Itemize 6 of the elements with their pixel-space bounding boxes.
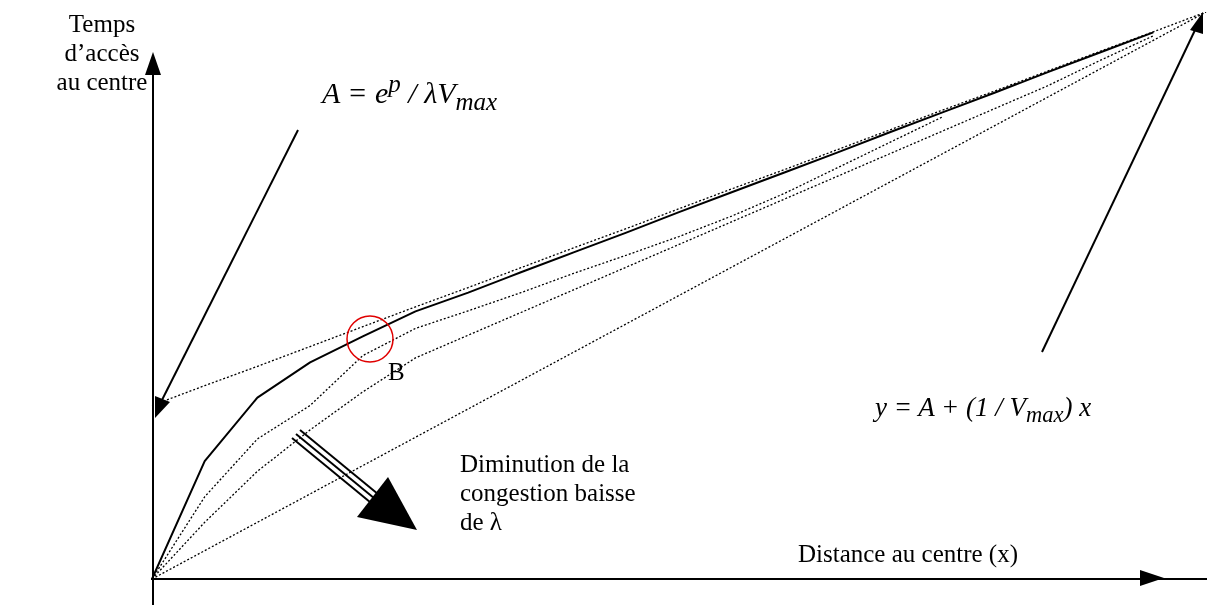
x-axis-title: Distance au centre (x)	[798, 540, 1019, 569]
annotation: Diminution de la congestion baisse de λ	[460, 450, 637, 537]
annotation: A = e$^{p}$ / λV$_{max}$	[322, 70, 498, 117]
annotation: y = A + (1 / V$_{max}$) x	[875, 392, 1092, 429]
annotation: B	[388, 358, 405, 387]
y-axis-title: Temps d’accès au centre	[55, 10, 149, 97]
